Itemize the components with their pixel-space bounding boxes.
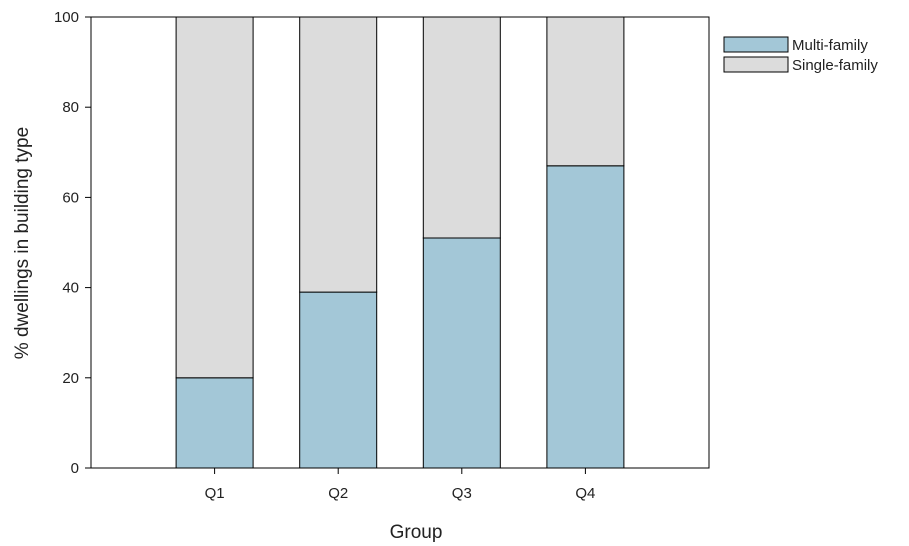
x-axis-ticks: Q1 Q2 Q3 Q4 <box>205 468 596 502</box>
y-axis-title: % dwellings in building type <box>12 127 33 359</box>
y-axis-ticks: 0 20 40 60 80 100 <box>54 9 91 477</box>
y-tick-label-100: 100 <box>54 9 79 26</box>
y-tick-label-80: 80 <box>62 99 79 116</box>
bar-q2-series-1 <box>300 292 377 468</box>
bars <box>176 17 624 468</box>
plot-area: 0 20 40 60 80 100 Q1 Q2 Q3 Q4 <box>54 9 709 502</box>
x-tick-label-q2: Q2 <box>328 485 348 502</box>
legend-label-2: Single-family <box>792 57 878 74</box>
x-axis-title: Group <box>390 522 443 543</box>
x-tick-label-q3: Q3 <box>452 485 472 502</box>
bar-q1-series-1 <box>176 378 253 468</box>
bar-q1-series-2 <box>176 17 253 378</box>
y-tick-label-60: 60 <box>62 189 79 206</box>
bar-q3-series-2 <box>423 17 500 238</box>
legend: Multi-family Single-family <box>724 37 878 74</box>
y-tick-label-20: 20 <box>62 370 79 387</box>
bar-q4-series-2 <box>547 17 624 166</box>
bar-q2-series-2 <box>300 17 377 292</box>
x-tick-label-q4: Q4 <box>575 485 595 502</box>
legend-swatch-2 <box>724 57 788 72</box>
y-tick-label-0: 0 <box>71 460 79 477</box>
bar-q4-series-1 <box>547 166 624 468</box>
y-tick-label-40: 40 <box>62 280 79 297</box>
legend-swatch-1 <box>724 37 788 52</box>
legend-label-1: Multi-family <box>792 37 868 54</box>
x-tick-label-q1: Q1 <box>205 485 225 502</box>
bar-q3-series-1 <box>423 238 500 468</box>
